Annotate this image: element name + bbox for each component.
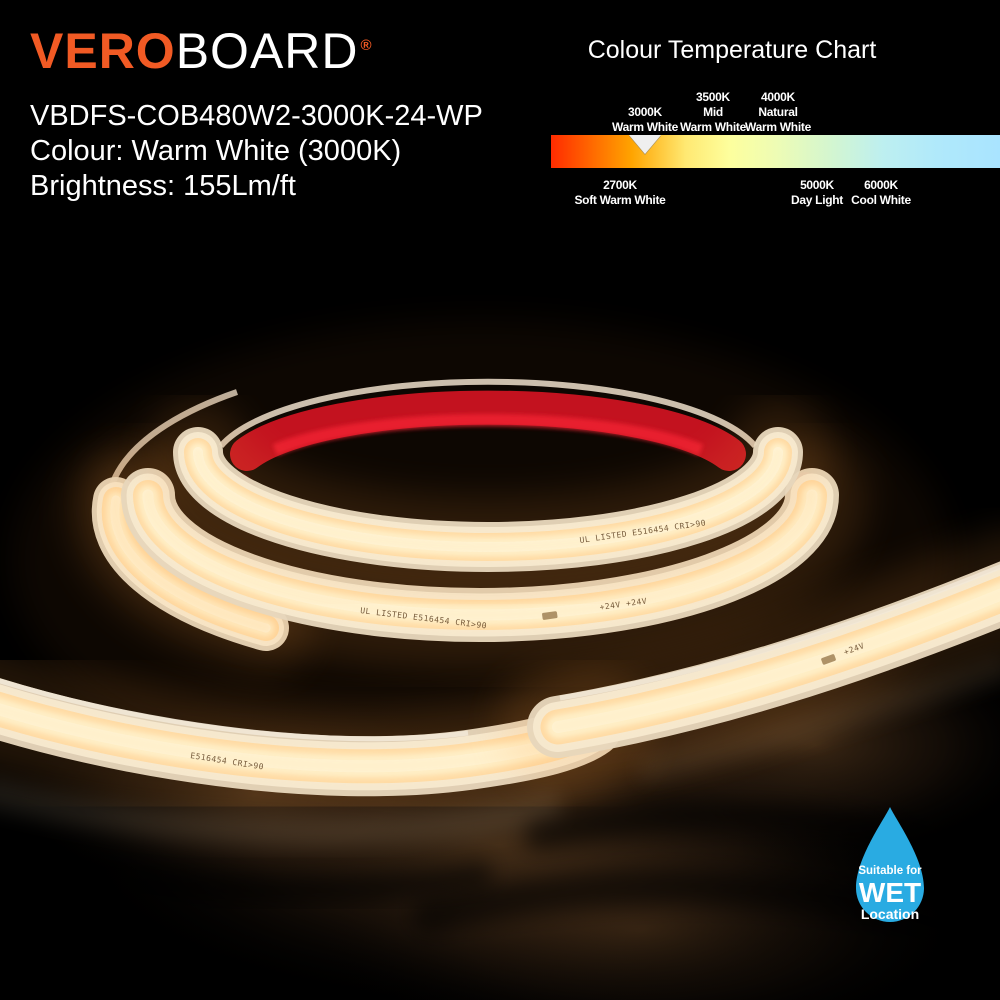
- badge-wet: WET: [859, 877, 921, 908]
- badge-suitable-for: Suitable for: [858, 865, 922, 877]
- temperature-pointer-3000k: [629, 135, 661, 154]
- solder-pad: [821, 654, 836, 665]
- red-backing-tape-highlight: [272, 414, 704, 456]
- sweep-top-edge-highlight: [559, 564, 1000, 701]
- label-line: Soft Warm White: [574, 193, 666, 207]
- label-line: Warm White: [745, 120, 811, 134]
- product-info: VBDFS-COB480W2-3000K-24-WP Colour: Warm …: [30, 99, 483, 204]
- product-code: VBDFS-COB480W2-3000K-24-WP: [30, 100, 483, 132]
- strip-rim-top: [218, 378, 758, 448]
- label-line: 4000K: [761, 90, 795, 104]
- chart-title: Colour Temperature Chart: [587, 36, 877, 64]
- red-backing-tape-top: [230, 390, 746, 471]
- label-4000k-natural-warm-white: 4000K Natural Warm White: [745, 90, 811, 135]
- temperature-gradient-bar: [551, 135, 1000, 168]
- label-line: Cool White: [851, 193, 911, 207]
- label-3000k-warm-white: 3000K Warm White: [612, 105, 678, 135]
- product-colour: Colour: Warm White (3000K): [30, 135, 402, 167]
- label-line: Day Light: [791, 193, 843, 207]
- surface-ripple: [27, 847, 493, 904]
- logo-text-board: BOARD: [175, 23, 359, 79]
- floor-light-streak: [0, 779, 564, 848]
- logo-text-vero: VERO: [30, 23, 176, 79]
- veroboard-logo: VEROBOARD ®: [30, 26, 373, 76]
- label-line: 2700K: [603, 178, 637, 192]
- surface-ripple: [525, 799, 1000, 883]
- water-drop-icon: [856, 807, 924, 923]
- label-line: 5000K: [800, 178, 834, 192]
- colour-temperature-chart: Colour Temperature Chart 3000K Warm Whit…: [540, 28, 1000, 228]
- label-line: 3000K: [628, 105, 662, 119]
- badge-location: Location: [861, 906, 919, 922]
- wet-location-badge: Suitable for WET Location: [856, 807, 924, 923]
- surface-ripple: [412, 869, 1000, 966]
- label-line: 3500K: [696, 90, 730, 104]
- tail-top-edge-highlight: [0, 678, 469, 742]
- label-2700k-soft-warm-white: 2700K Soft Warm White: [574, 178, 665, 208]
- registered-trademark-symbol: ®: [360, 37, 373, 54]
- label-line: Mid: [703, 105, 723, 119]
- product-brightness: Brightness: 155Lm/ft: [30, 170, 296, 202]
- solder-pad: [542, 611, 558, 620]
- label-line: Natural: [758, 105, 798, 119]
- label-line: Warm White: [612, 120, 678, 134]
- label-5000k-day-light: 5000K Day Light: [791, 178, 843, 208]
- label-line: Warm White: [680, 120, 746, 134]
- label-line: 6000K: [864, 178, 898, 192]
- label-6000k-cool-white: 6000K Cool White: [851, 178, 911, 208]
- label-3500k-mid-warm-white: 3500K Mid Warm White: [680, 90, 746, 135]
